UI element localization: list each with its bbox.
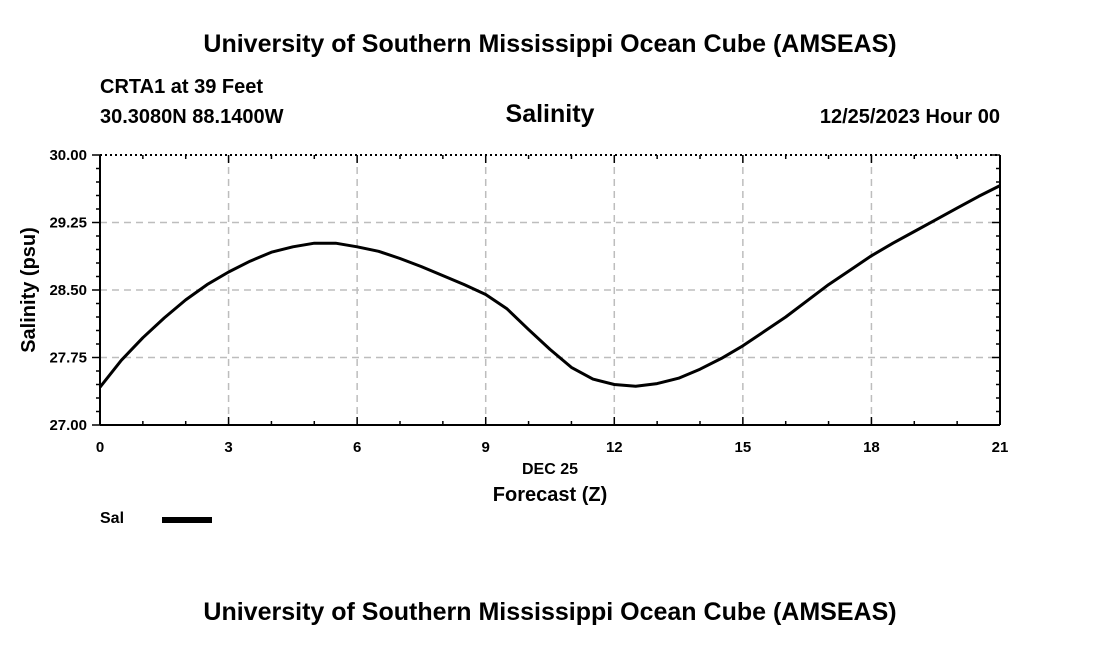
y-tick-label: 27.75 xyxy=(49,350,87,367)
chart-title: Salinity xyxy=(505,100,595,128)
x-tick-label: 9 xyxy=(482,439,490,456)
x-tick-label: 18 xyxy=(863,439,880,456)
tick-labels: 0 3 6 9 12 15 18 21 27.00 27.75 28.50 29.25 30.00 xyxy=(49,147,1008,456)
legend-line-swatch xyxy=(162,517,212,523)
station-coordinates: 30.3080N 88.1400W xyxy=(100,106,284,128)
x-tick-label: 0 xyxy=(96,439,104,456)
forecast-datetime: 12/25/2023 Hour 00 xyxy=(819,106,1000,128)
y-tick-label: 30.00 xyxy=(49,147,87,164)
y-tick-label: 29.25 xyxy=(49,215,87,232)
station-label: CRTA1 at 39 Feet xyxy=(100,76,264,98)
x-tick-label: 3 xyxy=(224,439,232,456)
x-axis-date-label: DEC 25 xyxy=(522,461,578,478)
legend-label: Sal xyxy=(100,510,125,527)
axis-ticks xyxy=(92,154,1001,426)
salinity-series-line xyxy=(98,184,1001,389)
x-tick-label: 6 xyxy=(353,439,361,456)
y-tick-label: 27.00 xyxy=(49,417,87,434)
y-tick-label: 28.50 xyxy=(49,282,87,299)
x-tick-label: 15 xyxy=(735,439,752,456)
page-title: University of Southern Mississippi Ocean… xyxy=(203,30,897,58)
x-axis-title: Forecast (Z) xyxy=(493,484,607,506)
footer-title: University of Southern Mississippi Ocean… xyxy=(203,598,897,626)
grid xyxy=(100,155,1000,425)
x-tick-label: 21 xyxy=(992,439,1009,456)
x-tick-label: 12 xyxy=(606,439,623,456)
y-axis-title: Salinity (psu) xyxy=(18,227,40,353)
